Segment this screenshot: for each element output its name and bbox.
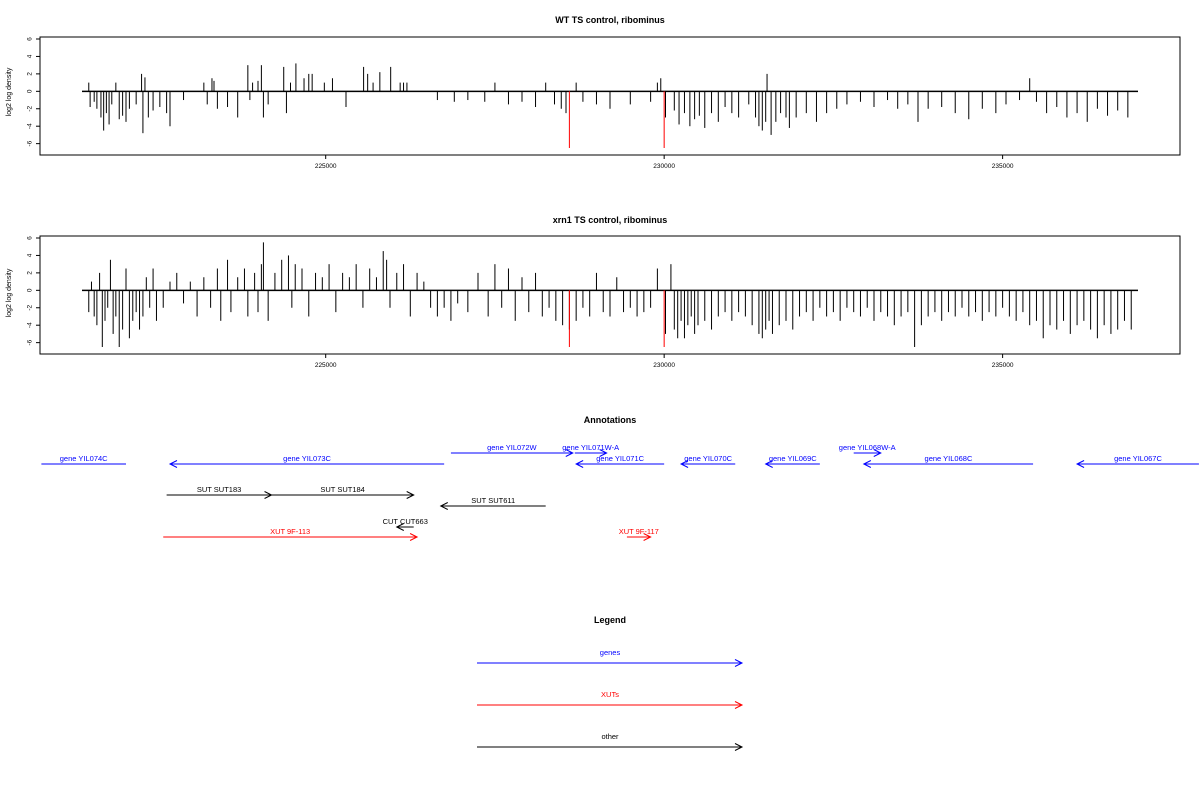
other-feature-arrow-head [439, 502, 448, 510]
gene-feature-label: gene YIL073C [283, 454, 331, 463]
other-feature-label: SUT SUT183 [197, 485, 241, 494]
wt-y-axis-label: log2 log density [6, 67, 13, 116]
xut-feature-arrow-head [409, 533, 419, 541]
legend-title: Legend [594, 615, 626, 625]
wt-x-tick-label: 235000 [992, 163, 1014, 170]
xrn1-x-tick-label: 235000 [992, 362, 1014, 369]
other-feature-label: SUT SUT184 [320, 485, 364, 494]
gene-feature-label: gene YIL069C [769, 454, 817, 463]
xrn1-panel-title: xrn1 TS control, ribominus [553, 215, 668, 225]
wt-density-panel: WT TS control, ribominus log2 log densit… [6, 15, 1181, 170]
xrn1-density-panel: xrn1 TS control, ribominus log2 log dens… [6, 215, 1181, 369]
legend-label: other [601, 732, 619, 741]
gene-feature-arrow-head [873, 449, 882, 457]
wt-plot-frame [39, 36, 1181, 156]
xrn1-y-tick-label: -4 [27, 322, 34, 328]
xrn1-y-tick-label: 2 [27, 271, 34, 275]
other-feature-arrow-head [395, 523, 404, 531]
legend-label: genes [600, 648, 621, 657]
annotations-title: Annotations [584, 415, 637, 425]
legend-arrow-genes-head [734, 659, 744, 667]
other-feature-arrow-head [406, 491, 415, 499]
gene-feature-arrow-head [764, 460, 773, 468]
annotations-track: Annotations gene YIL074C gene YIL073C gene… [41, 415, 1199, 541]
gene-feature-label: gene YIL072W [487, 443, 537, 452]
gene-feature-arrow-head [1075, 460, 1085, 468]
xut-feature-label: XUT 9F-117 [619, 527, 659, 536]
gene-feature-label: gene YIL074C [60, 454, 108, 463]
gene-feature-label: gene YIL071C [596, 454, 644, 463]
wt-y-tick-label: -2 [27, 105, 34, 111]
xut-feature-arrow-head [643, 533, 652, 541]
legend-label: XUTs [601, 690, 619, 699]
wt-y-tick-label: -4 [27, 123, 34, 129]
xrn1-plot-frame [39, 235, 1181, 355]
wt-y-tick-label: 4 [27, 54, 34, 58]
xrn1-y-axis-label: log2 log density [6, 268, 13, 317]
xrn1-y-tick-label: -6 [27, 339, 34, 345]
xrn1-y-tick-label: 0 [27, 288, 34, 292]
gene-feature-arrow-head [575, 460, 584, 468]
wt-y-tick-label: 0 [27, 89, 34, 93]
wt-panel-title: WT TS control, ribominus [555, 15, 665, 25]
gene-feature-arrow-head [679, 460, 689, 468]
xrn1-y-tick-label: 4 [27, 253, 34, 257]
xut-feature-label: XUT 9F-113 [270, 527, 310, 536]
gene-feature-arrow-head [599, 449, 608, 457]
wt-y-tick-label: 2 [27, 72, 34, 76]
xrn1-x-tick-label: 225000 [315, 362, 337, 369]
xrn1-y-tick-label: 6 [27, 236, 34, 240]
gene-feature-label: gene YIL067C [1114, 454, 1162, 463]
legend-arrow-other-head [734, 743, 744, 751]
other-feature-label: CUT CUT663 [383, 517, 428, 526]
other-feature-label: SUT SUT611 [471, 496, 515, 505]
gene-feature-label: gene YIL070C [684, 454, 732, 463]
wt-x-tick-label: 230000 [653, 163, 675, 170]
legend-arrow-xuts-head [734, 701, 744, 709]
wt-y-tick-label: -6 [27, 140, 34, 146]
xrn1-y-tick-label: -2 [27, 304, 34, 310]
wt-y-tick-label: 6 [27, 37, 34, 41]
gene-feature-arrow-head [862, 460, 872, 468]
wt-x-tick-label: 225000 [315, 163, 337, 170]
gene-feature-arrow-head [168, 460, 178, 468]
legend: Legend genes XUTs other [477, 615, 744, 751]
gene-feature-label: gene YIL068W-A [839, 443, 896, 452]
xrn1-x-tick-label: 230000 [653, 362, 675, 369]
gene-feature-arrow-head [565, 449, 574, 457]
gene-feature-label: gene YIL068C [925, 454, 973, 463]
gene-feature-label: gene YIL071W-A [562, 443, 619, 452]
